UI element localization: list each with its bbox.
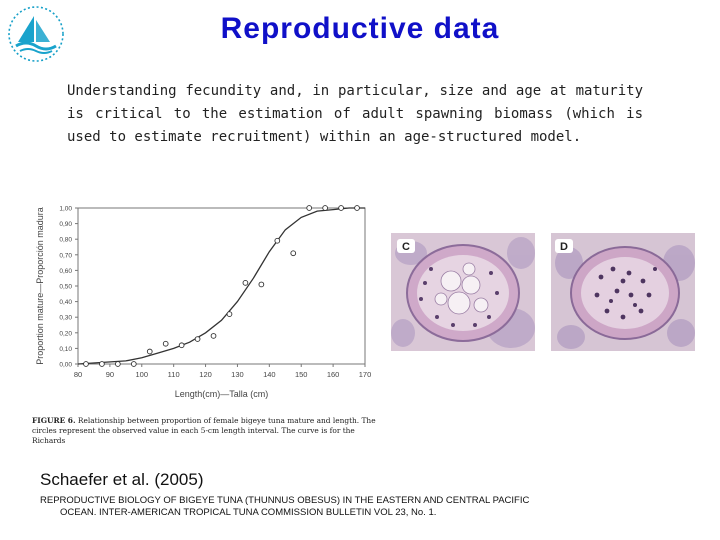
data-point <box>354 205 360 211</box>
data-point <box>162 340 169 347</box>
data-point <box>274 237 281 244</box>
y-axis-label: Proportion mature—Proporción madura <box>35 207 45 365</box>
data-point <box>290 250 297 257</box>
citation-line-2: OCEAN. INTER-AMERICAN TROPICAL TUNA COMM… <box>60 507 437 518</box>
x-tick-label: 100 <box>136 370 149 379</box>
plot-frame <box>77 207 366 365</box>
data-point <box>338 205 344 211</box>
y-tick-label: 0,40 <box>59 299 72 306</box>
y-tick-label: 0,50 <box>59 284 72 291</box>
body-paragraph: Understanding fecundity and, in particul… <box>67 83 643 145</box>
y-tick-label: 0,20 <box>59 330 72 337</box>
y-tick-label: 0,00 <box>59 362 72 369</box>
figure-caption-label: FIGURE 6. <box>32 416 76 425</box>
y-tick-label: 0,10 <box>59 346 72 353</box>
organization-logo <box>8 6 64 62</box>
citation: REPRODUCTIVE BIOLOGY OF BIGEYE TUNA (THU… <box>40 495 560 519</box>
micrograph-c-label: C <box>402 241 410 253</box>
data-point <box>210 333 217 339</box>
data-point <box>306 205 313 211</box>
x-tick-label: 170 <box>359 370 372 379</box>
x-axis-label: Length(cm)—Talla (cm) <box>175 389 269 399</box>
figure-caption-text: Relationship between proportion of femal… <box>32 416 376 445</box>
reference-text: Schaefer et al. (2005) <box>40 470 204 489</box>
data-point <box>83 361 89 367</box>
x-tick-label: 130 <box>231 370 244 379</box>
data-point <box>242 280 249 286</box>
maturity-chart: 0,00 0,10 0,20 0,30 0,40 0,50 0,60 0,70 0,80 0,90… <box>35 205 372 399</box>
x-tick-label: 120 <box>199 370 212 379</box>
data-point <box>146 348 153 355</box>
x-tick-label: 160 <box>327 370 340 379</box>
micrograph-c: C <box>391 233 535 351</box>
data-point <box>322 205 328 211</box>
y-tick-label: 0,60 <box>59 268 72 275</box>
data-point <box>178 342 185 349</box>
y-tick-label: 1,00 <box>59 206 72 213</box>
fitted-curve <box>77 207 365 365</box>
y-tick-label: 0,80 <box>59 237 72 244</box>
x-tick-label: 80 <box>74 370 82 379</box>
data-point <box>99 361 105 367</box>
micrograph-d-label: D <box>560 241 568 253</box>
data-point <box>115 361 121 367</box>
micrograph-d: D <box>551 233 695 351</box>
slide-title: Reproductive data <box>220 12 500 45</box>
x-tick-label: 90 <box>106 370 114 379</box>
x-tick-label: 140 <box>263 370 276 379</box>
y-tick-label: 0,30 <box>59 315 72 322</box>
citation-line-1: REPRODUCTIVE BIOLOGY OF BIGEYE TUNA (THU… <box>40 495 530 506</box>
data-point <box>258 281 265 288</box>
x-tick-label: 110 <box>168 370 180 379</box>
data-point <box>226 311 233 317</box>
figure-caption: FIGURE 6. Relationship between proportio… <box>32 416 377 446</box>
y-tick-label: 0,70 <box>59 252 72 259</box>
data-point <box>194 336 201 342</box>
x-tick-label: 150 <box>295 370 308 379</box>
data-point <box>130 361 137 367</box>
y-tick-label: 0,90 <box>59 221 72 228</box>
